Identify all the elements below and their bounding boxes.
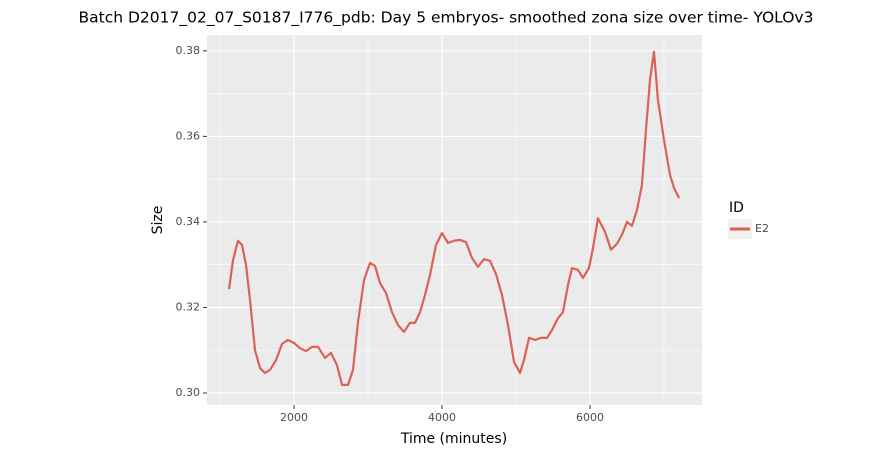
y-tick-label: 0.32 [176, 300, 201, 313]
chart-title: Batch D2017_02_07_S0187_I776_pdb: Day 5 … [79, 9, 814, 28]
y-tick-label: 0.36 [176, 129, 201, 142]
x-tick-label: 2000 [280, 411, 308, 424]
x-tick-label: 6000 [576, 411, 604, 424]
plot-panel [207, 35, 702, 405]
y-tick-label: 0.30 [176, 386, 201, 399]
y-axis-label: Size [150, 206, 166, 235]
y-tick-label: 0.38 [176, 44, 201, 57]
legend-title: ID [729, 200, 744, 216]
x-tick-label: 4000 [428, 411, 456, 424]
legend-label: E2 [755, 222, 769, 235]
x-axis-label: Time (minutes) [400, 431, 507, 447]
data-line [227, 50, 680, 386]
y-tick-label: 0.34 [176, 215, 201, 228]
